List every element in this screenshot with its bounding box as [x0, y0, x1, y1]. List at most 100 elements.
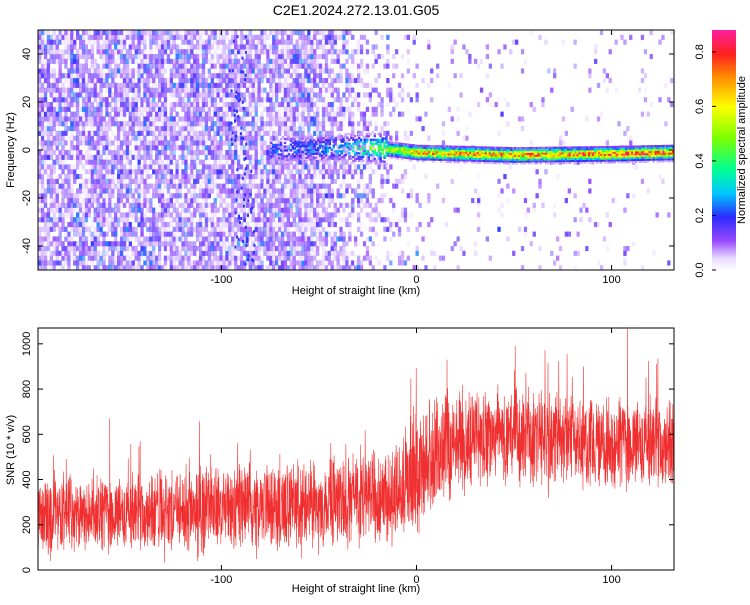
spectrogram-cell	[149, 116, 153, 122]
spectrogram-cell	[178, 44, 182, 50]
spectrogram-cell	[327, 212, 331, 218]
spectrogram-cell	[96, 202, 100, 208]
spectrogram-cell	[263, 207, 267, 213]
spectrogram-cell	[143, 241, 147, 247]
spectrogram-cell	[210, 246, 214, 252]
spectrogram-cell	[160, 30, 165, 36]
spectrogram-cell	[46, 130, 51, 136]
spectrogram-cell	[184, 87, 188, 93]
spectrogram-cell	[468, 58, 472, 64]
spectrogram-cell	[201, 246, 206, 252]
spectrogram-cell	[266, 250, 270, 256]
spectrogram-cell	[55, 226, 59, 232]
spectrogram-cell	[169, 159, 173, 165]
spectrogram-cell	[73, 202, 77, 208]
spectrogram-cell	[55, 54, 59, 60]
spectrogram-cell	[210, 174, 214, 180]
spectrogram-cell	[117, 174, 121, 180]
spectrogram-cell	[67, 250, 71, 256]
spectrogram-cell	[131, 188, 135, 194]
spectrogram-cell	[286, 34, 290, 40]
spectrogram-cell	[119, 202, 124, 208]
spectrogram-cell	[324, 255, 329, 261]
spectrogram-cell	[330, 236, 334, 242]
spectrogram-cell	[345, 68, 349, 74]
spectrogram-cell	[313, 231, 317, 237]
spectrogram-cell	[152, 226, 156, 232]
spectrogram-cell	[169, 121, 173, 127]
spectrogram-cell	[254, 78, 258, 84]
spectrogram-cell	[269, 222, 273, 228]
spectrogram-cell	[125, 34, 130, 40]
spectrogram-cell	[400, 212, 405, 218]
spectrogram-cell	[298, 63, 302, 69]
spectrogram-cell	[292, 126, 296, 132]
spectrogram-cell	[292, 164, 296, 170]
spectrogram-cell	[210, 150, 214, 156]
spectrogram-cell	[219, 82, 223, 88]
spectrogram-cell	[263, 231, 267, 237]
spectrogram-cell	[272, 169, 276, 175]
spectrogram-cell	[295, 130, 299, 136]
spectrogram-cell	[283, 212, 288, 218]
spectrogram-cell	[263, 188, 267, 194]
spectrogram-cell	[131, 226, 135, 232]
spectrogram-cell	[242, 174, 247, 180]
spectrogram-cell	[254, 106, 258, 112]
spectrogram-cell	[58, 130, 62, 136]
spectrogram-cell	[336, 92, 340, 98]
spectrogram-cell	[152, 116, 156, 122]
spectrogram-cell	[137, 250, 141, 256]
spectrogram-cell	[222, 73, 226, 79]
spectrogram-cell	[462, 250, 466, 256]
spectrogram-cell	[231, 198, 235, 204]
spectrogram-cell	[119, 198, 124, 204]
spectrogram-cell	[96, 63, 100, 69]
spectrogram-cell	[134, 106, 138, 112]
spectrogram-cell	[345, 97, 349, 103]
spectrogram-cell	[266, 188, 270, 194]
spectrogram-cell	[187, 174, 191, 180]
spectrogram-cell	[149, 87, 153, 93]
spectrogram-cell	[73, 82, 77, 88]
spectrogram-cell	[158, 78, 162, 84]
spectrogram-cell	[269, 164, 273, 170]
spectrogram-cell	[184, 34, 188, 40]
spectrogram-cell	[266, 68, 270, 74]
spectrogram-cell	[158, 255, 162, 261]
spectrogram-cell	[225, 54, 229, 60]
spectrogram-cell	[55, 154, 59, 160]
spectrogram-cell	[90, 44, 94, 50]
spectrogram-cell	[187, 130, 191, 136]
spectrogram-cell	[149, 150, 153, 156]
spectrogram-cell	[55, 97, 59, 103]
spectrogram-cell	[43, 92, 48, 98]
spectrogram-cell	[61, 106, 65, 112]
spectrogram-cell	[184, 164, 188, 170]
spectrogram-cell	[263, 135, 267, 141]
spectrogram-cell	[301, 265, 305, 270]
spectrogram-cell	[181, 121, 185, 127]
spectrogram-cell	[190, 159, 194, 165]
spectrogram-cell	[99, 174, 103, 180]
spectrogram-cell	[87, 255, 91, 261]
spectrogram-cell	[193, 217, 197, 223]
spectrogram-cell	[316, 126, 320, 132]
spectrogram-cell	[336, 73, 340, 79]
spectrogram-cell	[169, 246, 173, 252]
spectrogram-cell	[40, 265, 45, 270]
spectrogram-cell	[304, 49, 308, 55]
spectrogram-cell	[266, 121, 270, 127]
spectrogram-cell	[283, 255, 288, 261]
spectrogram-cell	[134, 178, 138, 184]
spectrogram-cell	[310, 174, 314, 180]
spectrogram-cell	[260, 198, 264, 204]
spectrogram-cell	[46, 217, 51, 223]
spectrogram-cell	[316, 73, 320, 79]
spectrogram-cell	[239, 102, 244, 108]
spectrogram-cell	[99, 193, 103, 199]
spectrogram-cell	[64, 34, 68, 40]
spectrogram-cell	[278, 250, 282, 256]
spectrogram-cell	[122, 82, 127, 88]
spectrogram-cell	[201, 87, 206, 93]
